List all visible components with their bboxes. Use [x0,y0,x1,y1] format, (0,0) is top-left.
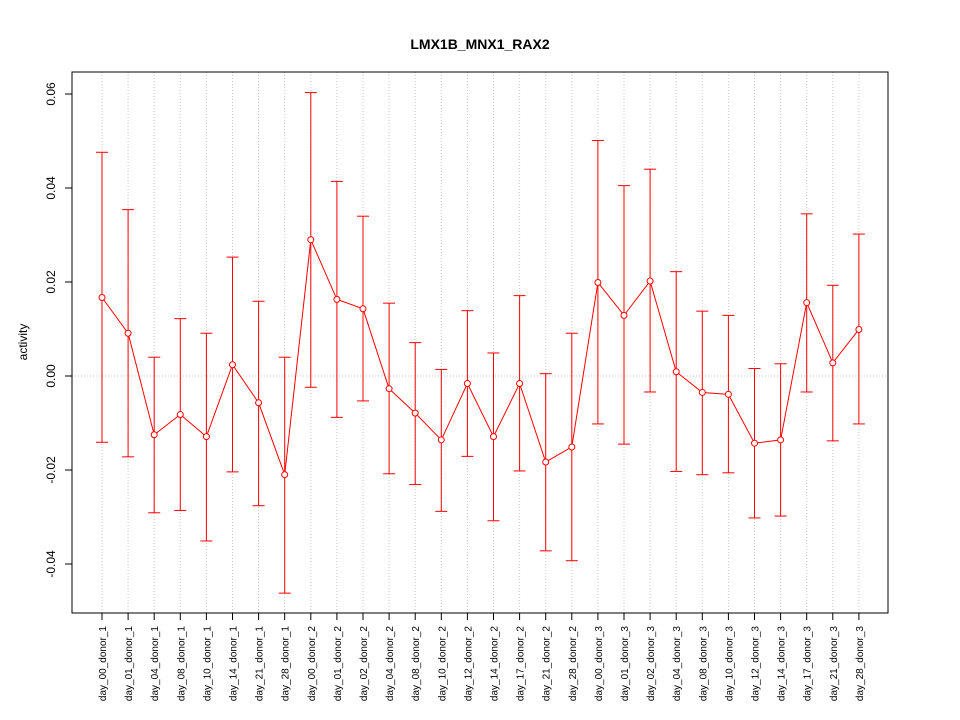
data-point [307,236,315,244]
y-tick-label: 0.06 [44,82,58,106]
plot-frame [71,71,889,614]
x-axis: day_00_donor_1 day_01_donor_1 day_04_donor… [98,612,866,702]
data-point [516,380,524,388]
data-point [855,325,863,333]
x-tick-label: day_14_donor_2 [490,626,501,702]
x-tick-label: day_08_donor_2 [411,626,422,702]
data-point [463,380,471,388]
x-tick-label: day_02_donor_2 [359,626,370,702]
y-axis-label: activity [16,324,30,361]
data-point [542,458,550,466]
grid [72,72,888,613]
data-point [385,385,393,393]
x-tick-label: day_01_donor_2 [333,626,344,702]
data-point [124,329,132,337]
data-point [646,277,654,285]
x-tick-label: day_01_donor_3 [620,626,631,702]
x-tick-label: day_10_donor_2 [437,626,448,702]
x-tick-label: day_08_donor_3 [698,626,709,702]
data-point [803,299,811,307]
x-tick-label: day_21_donor_2 [542,626,553,702]
x-tick-label: day_00_donor_3 [594,626,605,702]
x-tick-label: day_08_donor_1 [176,626,187,702]
data-point [751,439,758,447]
x-tick-label: day_04_donor_2 [385,626,396,702]
data-point [777,436,785,444]
data-point [594,278,602,286]
y-tick-label: -0.02 [44,456,58,484]
data-point [437,436,445,444]
data-point [672,368,680,376]
data-point [829,359,837,367]
series-red [96,92,865,594]
x-tick-label: day_02_donor_3 [646,626,657,702]
data-point [98,294,106,302]
x-tick-label: day_10_donor_3 [724,626,735,702]
data-point [150,431,158,439]
x-tick-label: day_10_donor_1 [202,626,213,702]
x-tick-label: day_28_donor_1 [281,626,292,702]
y-tick-label: -0.04 [44,550,58,578]
x-tick-label: day_12_donor_3 [751,626,762,702]
x-tick-label: day_28_donor_2 [568,626,579,702]
data-point [411,409,419,417]
data-point [255,399,263,407]
x-tick-label: day_14_donor_1 [229,626,240,702]
y-tick-label: 0.02 [44,270,58,294]
y-tick-label: 0.04 [44,176,58,200]
x-tick-label: day_28_donor_3 [855,626,866,702]
data-point [359,305,367,313]
y-axis: -0.04 -0.02 0.00 0.02 0.04 0.06 [44,82,73,578]
data-point [568,443,576,451]
data-point [281,471,289,479]
data-point [202,433,210,441]
x-tick-label: day_04_donor_1 [150,626,161,702]
x-tick-label: day_17_donor_3 [803,626,814,702]
x-tick-label: day_01_donor_1 [124,626,135,702]
series-line [101,237,860,475]
x-tick-label: day_04_donor_3 [672,626,683,702]
data-point [176,411,184,419]
data-point [333,295,341,303]
data-point [724,390,732,398]
x-tick-label: day_12_donor_2 [463,626,474,702]
x-tick-label: day_14_donor_3 [777,626,788,702]
data-point [229,361,236,369]
chart-title: LMX1B_MNX1_RAX2 [410,36,549,52]
x-tick-label: day_21_donor_3 [829,626,840,702]
data-point [490,433,497,441]
x-tick-label: day_00_donor_2 [307,626,318,702]
x-tick-label: day_00_donor_1 [98,626,109,702]
data-point [620,311,628,319]
x-tick-label: day_21_donor_1 [255,626,266,702]
y-tick-label: 0.00 [44,364,58,388]
data-point [698,388,706,396]
x-tick-label: day_17_donor_2 [516,626,527,702]
